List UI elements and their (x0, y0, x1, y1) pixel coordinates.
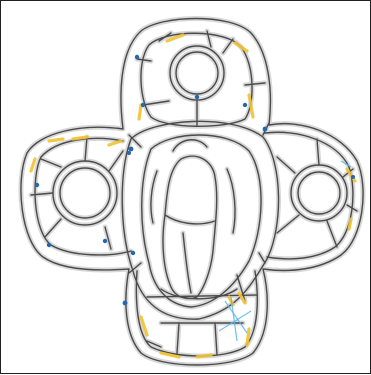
amber-top-4 (137, 103, 143, 121)
cyan-4 (340, 160, 352, 168)
junction-dot (46, 242, 52, 248)
amber-top-3 (247, 93, 255, 119)
amber-right-1 (345, 167, 357, 183)
amber-bottom-2 (159, 351, 181, 359)
amber-top-1 (165, 33, 185, 43)
junction-dot (130, 250, 136, 256)
amber-left-2 (71, 135, 89, 141)
lead-core-layer (20, 17, 364, 366)
junction-dot (102, 238, 108, 244)
junction-dot (134, 54, 140, 60)
lead-shadow-layer (21, 19, 363, 366)
amber-bottom-3 (195, 353, 213, 359)
cyan-line-layer (218, 160, 352, 342)
junction-dot (351, 175, 355, 179)
cyan-1 (224, 300, 248, 334)
cyan-3 (218, 310, 252, 332)
cyan-2 (230, 296, 238, 342)
junction-dot (140, 102, 146, 108)
junction-dot (34, 182, 40, 188)
amber-paint-layer (29, 33, 357, 359)
amber-left-1 (47, 137, 65, 143)
junction-dot (128, 146, 134, 152)
amber-bottom-1 (139, 315, 149, 337)
junction-dot (194, 94, 200, 100)
amber-top-2 (233, 41, 249, 53)
junction-dot (122, 300, 128, 306)
junction-dots (34, 54, 355, 306)
amber-bottom-5 (245, 327, 251, 347)
junction-dot (262, 126, 268, 132)
amber-left-3 (29, 157, 37, 173)
junction-dot (242, 102, 248, 108)
amber-bottom-4 (237, 291, 247, 305)
amber-left-4 (107, 139, 123, 147)
amber-right-2 (347, 217, 353, 231)
junction-dot (127, 151, 131, 155)
